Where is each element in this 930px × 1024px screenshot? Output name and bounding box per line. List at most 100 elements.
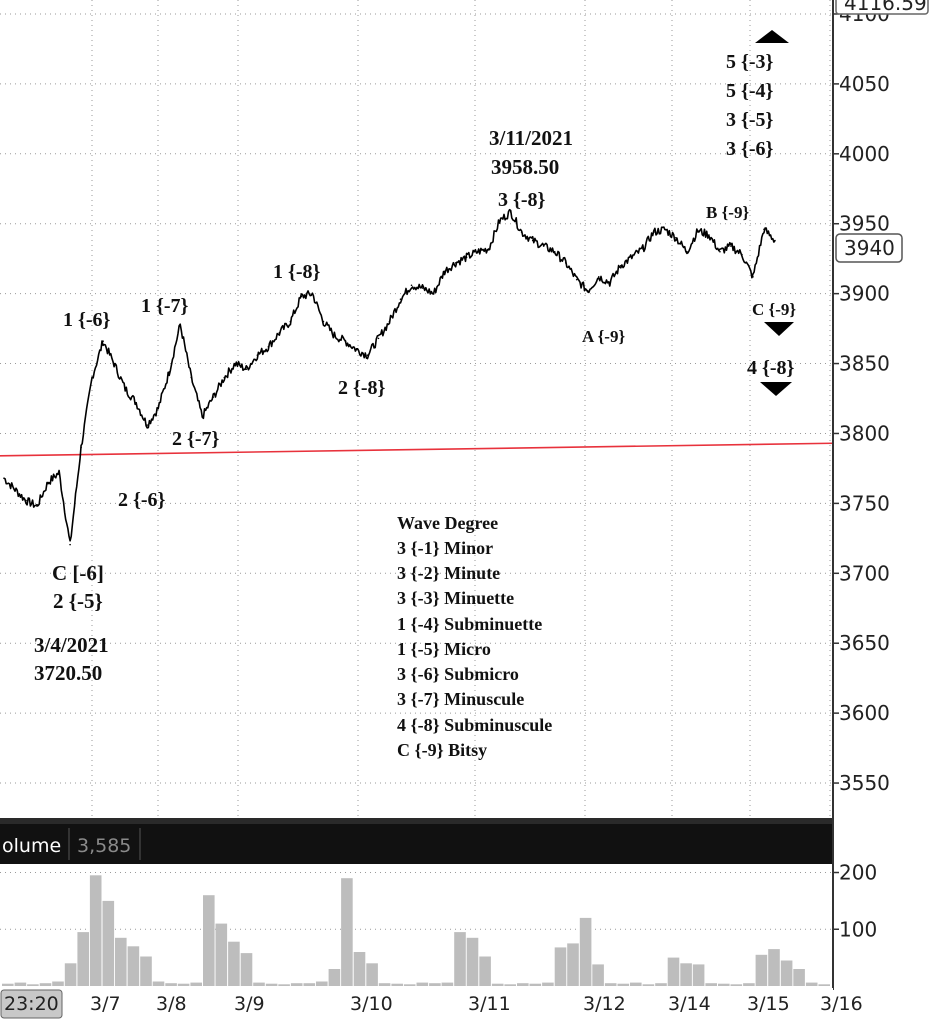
price-point bbox=[58, 471, 60, 474]
price-point bbox=[675, 236, 677, 239]
price-point bbox=[708, 234, 710, 236]
price-point bbox=[586, 290, 589, 292]
volume-bar bbox=[265, 983, 278, 986]
volume-bar bbox=[14, 982, 27, 986]
y-tick-label: 3700 bbox=[839, 561, 890, 585]
volume-bar bbox=[366, 963, 378, 986]
volume-header-bar[interactable] bbox=[0, 824, 833, 864]
price-point bbox=[3, 477, 5, 480]
price-line bbox=[3, 208, 776, 542]
volume-bar bbox=[805, 982, 818, 986]
price-point bbox=[432, 292, 435, 295]
price-point bbox=[300, 295, 303, 298]
volume-bar bbox=[115, 937, 127, 986]
volume-bar bbox=[403, 984, 416, 986]
last-price-label: 3940 bbox=[844, 236, 895, 260]
volume-bar bbox=[529, 983, 542, 986]
label-4-minus8: 4 {-8} bbox=[747, 357, 795, 379]
volume-bar bbox=[479, 956, 491, 986]
price-point bbox=[597, 276, 600, 278]
x-tick-label: 3/11 bbox=[468, 993, 511, 1015]
volume-bar bbox=[240, 953, 253, 986]
label-a-minus9: A {-9} bbox=[582, 327, 625, 346]
price-point bbox=[465, 256, 468, 259]
volume-bars: 200 100 bbox=[0, 861, 877, 986]
x-tick-label: 3/12 bbox=[583, 993, 626, 1015]
x-tick-label: 23:20 bbox=[4, 993, 59, 1015]
price-point bbox=[14, 488, 16, 491]
label-low-date: 3/4/2021 bbox=[34, 633, 109, 657]
price-point bbox=[223, 376, 226, 379]
volume-bar bbox=[592, 964, 604, 986]
volume-bar bbox=[2, 983, 14, 986]
price-point bbox=[69, 543, 71, 546]
price-point bbox=[91, 376, 93, 379]
price-point bbox=[157, 407, 159, 410]
volume-bar bbox=[743, 983, 755, 986]
label-2-minus8: 2 {-8} bbox=[338, 377, 386, 399]
price-point bbox=[719, 250, 721, 253]
grid bbox=[0, 0, 834, 988]
price-point bbox=[531, 239, 534, 242]
x-tick-label: 3/8 bbox=[156, 993, 187, 1015]
volume-bar bbox=[429, 983, 441, 986]
legend-item: C {-9} Bitsy bbox=[397, 740, 487, 760]
price-point bbox=[730, 245, 732, 247]
price-point bbox=[124, 387, 126, 390]
volume-bar bbox=[441, 982, 454, 986]
y-tick-label: 3950 bbox=[839, 212, 890, 236]
volume-bar bbox=[316, 981, 328, 986]
legend-item: 3 {-2} Minute bbox=[397, 563, 500, 583]
x-axis-bg bbox=[0, 988, 833, 1024]
label-high-price: 3958.50 bbox=[491, 155, 559, 179]
volume-bar bbox=[190, 982, 202, 986]
price-point bbox=[201, 415, 204, 418]
volume-bar bbox=[554, 947, 567, 986]
price-point bbox=[344, 340, 347, 342]
price-point bbox=[388, 320, 391, 323]
price-series bbox=[3, 208, 776, 546]
volume-bar bbox=[504, 984, 516, 986]
volume-bar bbox=[768, 949, 780, 986]
price-point bbox=[520, 231, 523, 233]
price-point bbox=[553, 250, 556, 253]
price-point bbox=[454, 262, 457, 264]
arrow-up-icon bbox=[755, 30, 789, 43]
volume-bar bbox=[667, 957, 680, 986]
stack-label-1: 5 {-3} bbox=[726, 51, 774, 73]
price-point bbox=[256, 354, 259, 356]
price-point bbox=[608, 281, 611, 284]
price-point bbox=[80, 446, 82, 449]
price-point bbox=[190, 376, 193, 379]
price-point bbox=[47, 481, 49, 484]
label-high-date: 3/11/2021 bbox=[489, 126, 573, 150]
label-2-minus6: 2 {-6} bbox=[118, 489, 166, 511]
price-point bbox=[741, 253, 743, 256]
volume-bar bbox=[253, 982, 265, 986]
price-point bbox=[686, 250, 688, 253]
legend-title: Wave Degree bbox=[397, 513, 498, 533]
volume-y-tick-label: 200 bbox=[839, 861, 877, 885]
volume-bar bbox=[579, 917, 592, 986]
volume-y-tick-label: 100 bbox=[839, 917, 877, 941]
volume-bar bbox=[353, 952, 366, 986]
volume-bar bbox=[341, 878, 353, 986]
y-tick-label: 3600 bbox=[839, 701, 890, 725]
volume-bar bbox=[755, 954, 768, 986]
label-2-minus5: 2 {-5} bbox=[53, 589, 103, 613]
x-tick-label: 3/9 bbox=[234, 993, 265, 1015]
volume-bar bbox=[391, 983, 403, 986]
legend-item: 1 {-5} Micro bbox=[397, 639, 491, 659]
arrow-down-icon bbox=[764, 322, 794, 336]
y-max-label: 4116.59 bbox=[844, 0, 927, 15]
legend-item: 3 {-1} Minor bbox=[397, 538, 493, 558]
label-b-minus9: B {-9} bbox=[706, 203, 749, 222]
legend-item: 3 {-3} Minuette bbox=[397, 588, 514, 608]
axis-bg bbox=[833, 0, 930, 1024]
y-max-box bbox=[835, 0, 929, 15]
volume-bar bbox=[818, 984, 830, 986]
label-c-minus9: C {-9} bbox=[752, 300, 796, 319]
volume-bar bbox=[52, 981, 64, 986]
price-point bbox=[410, 284, 413, 287]
